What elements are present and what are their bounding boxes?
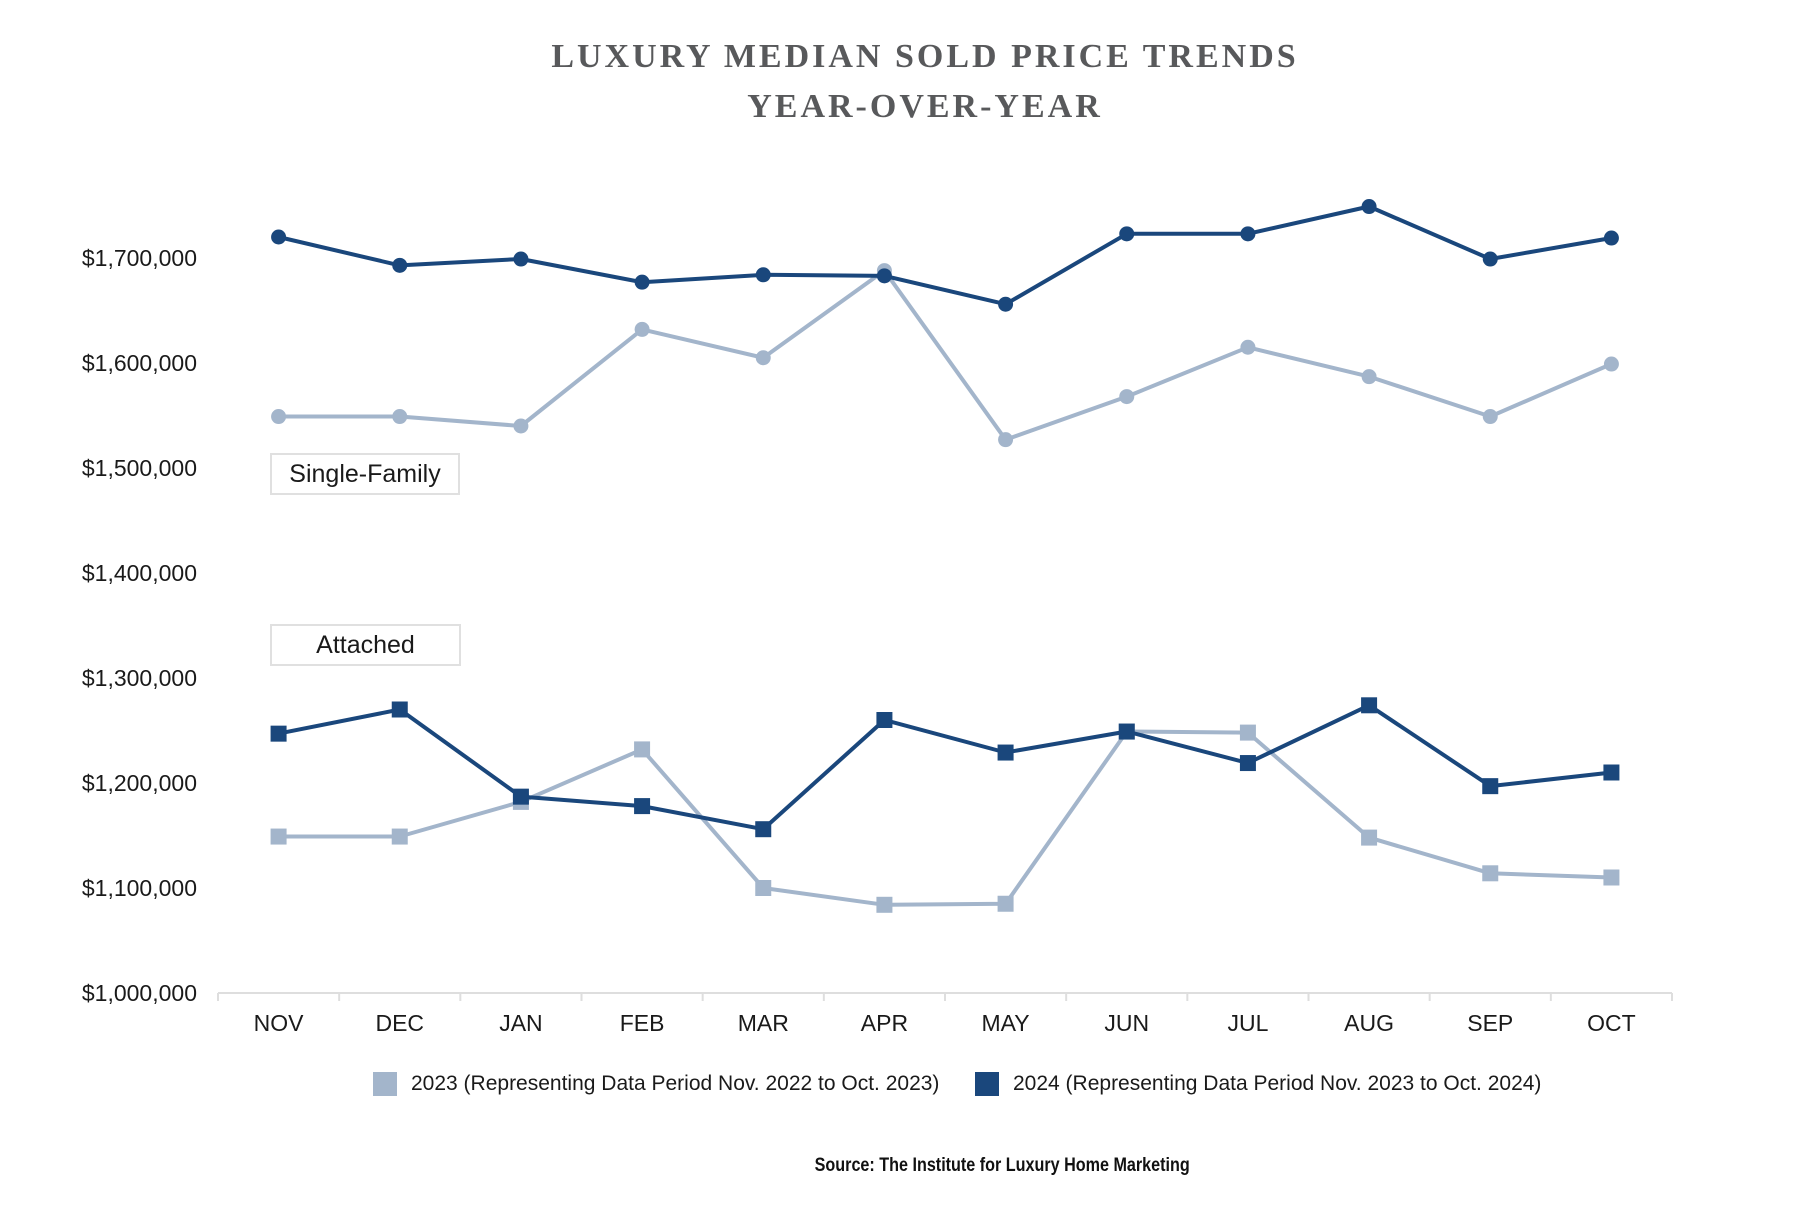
data-point: [876, 268, 892, 284]
y-tick-label: $1,000,000: [82, 980, 197, 1006]
series-line: [278, 268, 1613, 442]
data-point: [634, 741, 651, 758]
data-point: [513, 251, 529, 267]
series-single-family-2024: [271, 199, 1619, 312]
data-point: [270, 828, 287, 845]
data-point: [755, 821, 772, 838]
data-point: [876, 712, 893, 728]
data-point: [1240, 339, 1256, 355]
data-point: [997, 895, 1014, 912]
data-point: [392, 257, 408, 273]
legend-label-2024: 2024 (Representing Data Period Nov. 2023…: [1013, 1072, 1542, 1095]
data-point: [1482, 865, 1499, 882]
y-tick-label: $1,700,000: [82, 245, 197, 271]
data-point: [876, 896, 893, 913]
data-point: [755, 350, 771, 366]
data-point: [512, 788, 529, 805]
data-point: [634, 798, 651, 815]
y-tick-label: $1,100,000: [82, 875, 197, 901]
data-point: [271, 409, 287, 425]
data-point: [1361, 829, 1378, 846]
axes: NOV DEC JAN FEB MAR APR MAY JUN JUL AUG SEP OCT $1,0…: [82, 245, 1673, 1036]
x-tick-label: JUL: [1227, 1010, 1268, 1036]
data-point: [391, 828, 408, 845]
legend-item-2024: 2024 (Representing Data Period Nov. 2023…: [975, 1072, 1541, 1096]
data-point: [1482, 251, 1498, 267]
data-point: [755, 267, 771, 283]
x-tick-label: MAY: [982, 1010, 1030, 1036]
source-note: Source: The Institute for Luxury Home Ma…: [814, 1155, 1190, 1176]
data-point: [1603, 356, 1619, 372]
data-point: [1239, 755, 1256, 772]
x-tick-label: AUG: [1344, 1010, 1394, 1036]
legend-swatch-2024: [975, 1072, 999, 1096]
data-point: [1603, 869, 1620, 886]
series-attached-2024: [270, 697, 1620, 838]
data-point: [1482, 778, 1499, 795]
data-point: [392, 409, 408, 425]
series-line: [278, 703, 1612, 832]
data-point: [270, 725, 287, 742]
series-line: [278, 204, 1612, 307]
data-point: [634, 321, 650, 337]
data-point: [391, 701, 408, 718]
data-point: [1361, 697, 1378, 714]
data-point: [1361, 199, 1377, 215]
data-point: [998, 296, 1014, 312]
series-attached-2023: [270, 723, 1620, 913]
chart-title: LUXURY MEDIAN SOLD PRICE TRENDS: [551, 38, 1299, 75]
x-tick-label: DEC: [375, 1010, 424, 1036]
series-single-family-2023: [271, 263, 1619, 448]
series-layer: [270, 199, 1620, 913]
data-point: [1482, 409, 1498, 425]
y-tick-label: $1,300,000: [82, 665, 197, 691]
data-point: [634, 274, 650, 290]
x-tick-label: MAR: [738, 1010, 789, 1036]
x-tick-label: OCT: [1587, 1010, 1636, 1036]
y-tick-label: $1,500,000: [82, 455, 197, 481]
data-point: [997, 744, 1014, 761]
x-tick-label: NOV: [254, 1010, 305, 1036]
x-tick-label: APR: [861, 1010, 908, 1036]
single-family-label: Single-Family: [270, 453, 460, 495]
x-tick-label: SEP: [1467, 1010, 1513, 1036]
x-tick-label: JUN: [1104, 1010, 1149, 1036]
data-point: [755, 880, 772, 896]
series-line: [278, 729, 1612, 907]
y-tick-label: $1,400,000: [82, 560, 197, 586]
y-tick-label: $1,200,000: [82, 770, 197, 796]
data-point: [1118, 723, 1135, 740]
legend-item-2023: 2023 (Representing Data Period Nov. 2022…: [373, 1072, 939, 1096]
legend-swatch-2023: [373, 1072, 397, 1096]
legend-label-2023: 2023 (Representing Data Period Nov. 2022…: [411, 1072, 940, 1095]
data-point: [1361, 369, 1377, 385]
data-point: [271, 229, 287, 245]
data-point: [998, 432, 1014, 448]
data-point: [1239, 724, 1256, 741]
attached-label: Attached: [270, 624, 461, 666]
data-point: [1119, 389, 1135, 405]
x-tick-label: FEB: [620, 1010, 665, 1036]
chart-subtitle: YEAR-OVER-YEAR: [747, 88, 1103, 125]
x-tick-label: JAN: [499, 1010, 542, 1036]
data-point: [1119, 226, 1135, 242]
data-point: [1603, 230, 1619, 246]
data-point: [1603, 764, 1620, 781]
data-point: [513, 418, 529, 434]
data-point: [1240, 226, 1256, 242]
y-tick-label: $1,600,000: [82, 350, 197, 376]
